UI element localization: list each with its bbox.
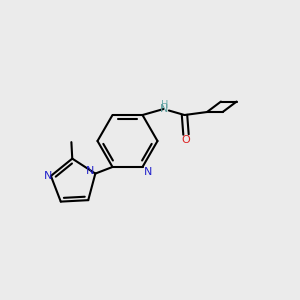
Text: N: N — [86, 166, 94, 176]
Text: H: H — [161, 100, 168, 110]
Text: N: N — [44, 171, 52, 181]
Text: N: N — [144, 167, 152, 177]
Text: N: N — [160, 104, 169, 114]
Text: O: O — [182, 135, 190, 145]
